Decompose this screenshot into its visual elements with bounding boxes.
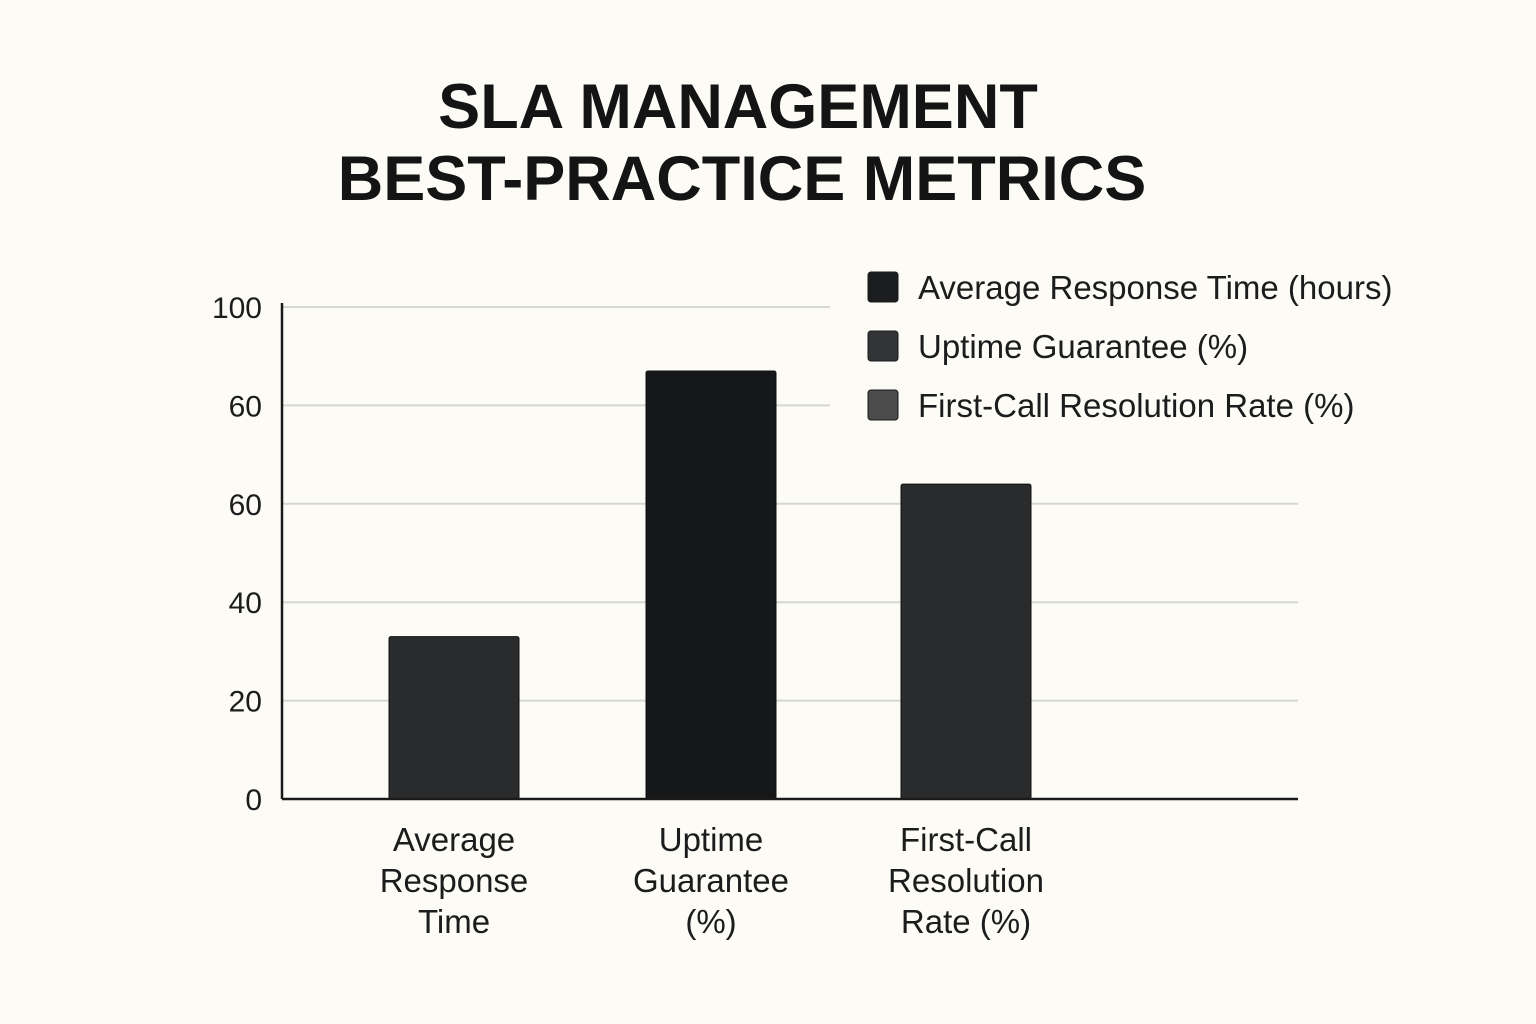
x-category-label: Average	[393, 821, 515, 858]
x-category-label: (%)	[685, 903, 736, 940]
bar	[900, 483, 1032, 800]
x-category-label: Uptime	[659, 821, 764, 858]
y-axis-ticks: 0 20 40 60 60 100	[212, 292, 262, 817]
x-category-label: Response	[380, 862, 529, 899]
x-axis-categories: Average Response Time Uptime Guarantee (%) Fir…	[380, 821, 1044, 940]
bar	[645, 370, 777, 800]
y-tick-label: 40	[229, 587, 262, 620]
chart-title-line-2: BEST-PRACTICE METRICS	[338, 144, 1147, 214]
x-category-label: Guarantee	[633, 862, 789, 899]
legend-swatch	[867, 271, 899, 303]
axes	[280, 303, 1298, 801]
y-tick-label: 0	[245, 784, 262, 817]
chart-title-line-1: SLA MANAGEMENT	[438, 72, 1038, 142]
grid-lines	[282, 306, 1298, 702]
y-tick-label: 60	[229, 489, 262, 522]
legend-label: Uptime Guarantee (%)	[918, 328, 1248, 365]
legend-label: Average Response Time (hours)	[918, 269, 1392, 306]
x-category-label: Time	[418, 903, 490, 940]
legend-swatch	[867, 330, 899, 362]
x-category-label: Rate (%)	[901, 903, 1031, 940]
x-category-label: Resolution	[888, 862, 1044, 899]
legend: Average Response Time (hours) Uptime Guar…	[867, 269, 1392, 424]
legend-label: First-Call Resolution Rate (%)	[918, 387, 1354, 424]
bars	[388, 370, 1032, 800]
y-tick-label: 20	[229, 686, 262, 719]
y-tick-label: 60	[229, 390, 262, 423]
chart-title: SLA MANAGEMENT BEST-PRACTICE METRICS	[338, 72, 1147, 214]
y-tick-label: 100	[212, 292, 262, 325]
bar	[388, 636, 520, 800]
legend-swatch	[867, 389, 899, 421]
x-category-label: First-Call	[900, 821, 1032, 858]
